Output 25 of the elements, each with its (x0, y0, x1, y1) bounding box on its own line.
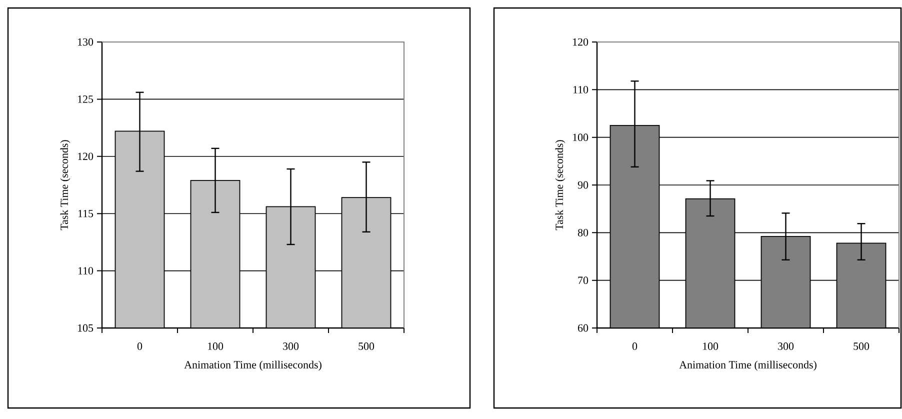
y-tick-label: 120 (78, 152, 94, 160)
y-tick-label: 110 (573, 86, 588, 94)
y-tick-label: 100 (573, 134, 588, 142)
y-axis-title: Task Time (seconds) (555, 140, 566, 230)
x-tick-label: 100 (208, 342, 224, 350)
y-tick-label: 80 (578, 228, 588, 236)
x-tick-label: 100 (703, 342, 718, 350)
x-tick-label: 500 (854, 342, 870, 350)
x-tick-label: 0 (137, 342, 142, 350)
x-tick-label: 300 (778, 342, 794, 350)
y-tick-label: 125 (78, 96, 94, 103)
y-tick-label: 110 (78, 267, 94, 274)
y-tick-label: 105 (78, 324, 94, 332)
y-tick-label: 130 (78, 38, 94, 46)
x-axis-title: Animation Time (milliseconds) (184, 360, 322, 371)
y-axis-title: Task Time (seconds) (60, 140, 70, 230)
y-tick-label: 70 (578, 276, 588, 284)
y-tick-label: 60 (578, 324, 588, 332)
x-tick-label: 0 (632, 342, 638, 350)
x-axis-title: Animation Time (milliseconds) (679, 360, 816, 371)
x-tick-label: 300 (283, 342, 299, 350)
x-tick-label: 500 (358, 342, 374, 350)
y-tick-label: 120 (573, 38, 588, 46)
y-tick-label: 90 (578, 181, 588, 189)
y-tick-label: 115 (78, 210, 94, 218)
